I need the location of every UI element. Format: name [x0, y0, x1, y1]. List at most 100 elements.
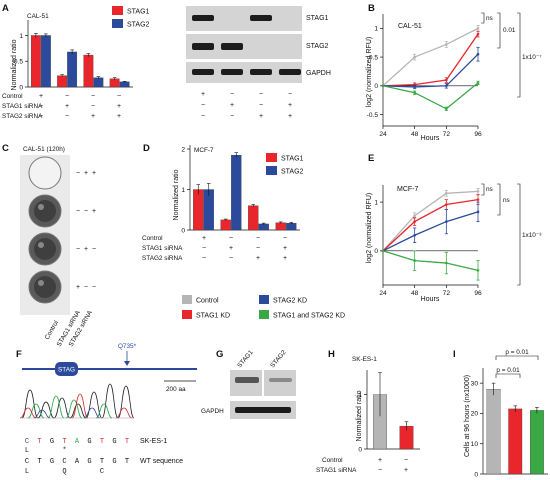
panel-a-row-stag1: STAG1 siRNA [2, 103, 43, 110]
y-tick-label: 30 [471, 380, 479, 387]
data-point [445, 84, 448, 88]
panel-a: A CAL-51 Normalized ratio 0 0.5 1 STAG1 ST… [2, 3, 331, 120]
treatment-sign: − [229, 255, 233, 262]
panel-letter-h: H [328, 349, 335, 360]
panel-a-cell-line: CAL-51 [27, 13, 49, 20]
panel-i: I Cells at 96 hours (nx1000) 0 10 20 30 p =… [453, 349, 548, 478]
treatment-sign: − [39, 103, 43, 110]
legend-a-stag1-label: STAG1 [127, 9, 150, 16]
wt-amino-acid: L [25, 468, 29, 476]
panel-c-signs: − + +− − +− + −+ − − [76, 170, 96, 291]
well-treatment-sign: + [76, 284, 80, 291]
y-tick-label: 0.5 [369, 54, 378, 61]
panel-a-bar-chart: CAL-51 Normalized ratio 0 0.5 1 [11, 13, 133, 91]
treatment-sign: − [65, 113, 69, 120]
bar [67, 51, 78, 88]
data-point [381, 84, 385, 88]
panel-i-pval-inner: p = 0.01 [496, 367, 520, 374]
mutation-label: Q735* [118, 343, 137, 350]
data-point [476, 32, 480, 36]
y-tick-label: 1 [374, 199, 378, 206]
blot-a-gapdh-strip [186, 62, 302, 83]
treatment-sign: + [288, 102, 292, 109]
well-treatment-sign: − [76, 170, 80, 177]
legend-control-swatch [182, 295, 192, 304]
treatment-sign: − [283, 235, 287, 242]
panel-h-signs: + − − + [378, 457, 408, 474]
panel-e-title: MCF-7 [397, 186, 418, 193]
bar [83, 54, 94, 88]
y-tick-label: 1 [374, 26, 378, 33]
sequence-base: G [87, 438, 91, 446]
well-colony-stain [34, 238, 56, 260]
data-point [413, 259, 416, 262]
well-treatment-sign: − [92, 246, 96, 253]
x-tick-label: 72 [443, 131, 451, 138]
data-point [413, 214, 416, 218]
x-tick-label: 48 [411, 131, 419, 138]
legend-a-stag2-label: STAG2 [127, 22, 150, 29]
panel-letter-i: I [453, 349, 456, 360]
treatment-sign: + [256, 255, 260, 262]
treatment-sign: − [91, 93, 95, 100]
bar [30, 35, 41, 88]
legend-stag1kd-label: STAG1 KD [196, 313, 230, 320]
blot-a-bands [192, 15, 301, 75]
data-point [476, 27, 480, 30]
panel-b-annot-ns: ns [486, 15, 493, 22]
blot-band [221, 43, 243, 50]
series-line [382, 27, 479, 87]
blot-a-label-gapdh: GAPDH [306, 70, 331, 77]
panel-a-row-control: Control [2, 93, 23, 100]
series-line [382, 82, 479, 110]
wt-sequence-base: T [37, 458, 41, 466]
data-point [413, 55, 416, 59]
well-treatment-sign: − [76, 208, 80, 215]
panel-b-ylabel: log2 (normalized RFU) [366, 37, 373, 107]
panel-b-bracket-001 [497, 12, 501, 49]
well-treatment-sign: + [92, 208, 96, 215]
legend-stag1kd-swatch [182, 310, 192, 319]
treatment-sign: + [201, 91, 205, 98]
data-point [445, 191, 448, 195]
blot-band [221, 69, 243, 75]
treatment-sign: − [230, 91, 234, 98]
treatment-sign: − [65, 93, 69, 100]
treatment-sign: − [378, 467, 382, 474]
blot-a-label-stag1: STAG1 [306, 15, 329, 22]
panel-d-treatment-table: Control STAG1 siRNA STAG2 siRNA + − − −− + − +… [142, 235, 287, 262]
wt-amino-acid: Q [62, 468, 66, 476]
well-colony-stain [34, 276, 56, 298]
treatment-sign: − [288, 91, 292, 98]
panel-e-annot-1e3: 1x10⁻³ [522, 232, 541, 239]
panel-d-ylabel: Normalized ratio [173, 169, 180, 220]
series-line [382, 250, 479, 271]
blot-band [279, 69, 301, 75]
panel-g: G STAG1 STAG2 GAPDH [201, 349, 296, 419]
wt-sequence-base: G [87, 458, 91, 466]
panel-c-wells [28, 156, 62, 304]
panel-e: E MCF-7 log2 (normalized RFU) Hours 0 1 24… [366, 153, 541, 303]
panel-h-ylabel: Normalized ratio [356, 390, 363, 441]
y-tick-label: 0 [181, 227, 185, 234]
panel-d-row-stag2: STAG2 siRNA [142, 255, 183, 262]
panel-e-ylabel: log2 (normalized RFU) [366, 193, 373, 263]
blot-g-band-stag1 [235, 377, 259, 383]
panel-i-ylabel: Cells at 96 hours (nx1000) [464, 375, 471, 457]
legend-d-stag1-label: STAG1 [281, 156, 304, 163]
well-colony-highlight [38, 280, 44, 286]
data-point [476, 210, 480, 214]
well-treatment-sign: − [84, 208, 88, 215]
treatment-sign: + [39, 93, 43, 100]
x-tick-label: 48 [411, 290, 419, 297]
sequence-base: T [62, 438, 66, 446]
bar [40, 35, 51, 88]
panel-e-bracket-1e3 [517, 183, 521, 286]
chromatogram-trace-blue [33, 407, 101, 419]
series-line [382, 190, 479, 252]
data-point [381, 249, 385, 253]
treatment-sign: + [288, 113, 292, 120]
bar [109, 78, 120, 88]
